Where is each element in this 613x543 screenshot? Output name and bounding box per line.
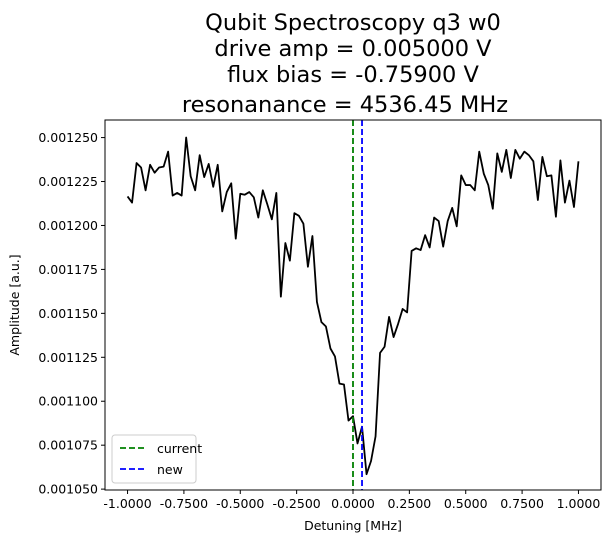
title-line-3: flux bias = -0.75900 V	[227, 62, 479, 88]
y-tick-label: 0.001100	[38, 394, 98, 409]
y-tick-label: 0.001225	[38, 174, 98, 189]
legend-box	[111, 434, 197, 484]
x-tick-label: 0.5000	[444, 496, 488, 511]
legend: current new	[111, 434, 202, 484]
y-tick-label: 0.001050	[38, 482, 98, 497]
y-tick-label: 0.001200	[38, 218, 98, 233]
x-tick-label: 0.2500	[387, 496, 431, 511]
data-layer	[126, 120, 580, 490]
x-tick-label: -1.0000	[103, 496, 151, 511]
x-axis: -1.0000 -0.7500 -0.5000 -0.2500 0.0000 0.2500…	[103, 490, 600, 511]
title-line-1: Qubit Spectroscopy q3 w0	[205, 10, 501, 36]
x-axis-label: Detuning [MHz]	[304, 518, 402, 533]
y-tick-label: 0.001175	[38, 262, 98, 277]
title-line-2: drive amp = 0.005000 V	[214, 36, 492, 62]
y-tick-label: 0.001125	[38, 350, 98, 365]
y-axis-label: Amplitude [a.u.]	[7, 254, 22, 355]
legend-current-label: current	[157, 441, 202, 456]
y-tick-label: 0.001250	[38, 130, 98, 145]
x-tick-label: -0.5000	[216, 496, 264, 511]
x-tick-label: 0.0000	[331, 496, 375, 511]
y-tick-label: 0.001150	[38, 306, 98, 321]
x-tick-label: 0.7500	[500, 496, 544, 511]
x-tick-label: -0.2500	[273, 496, 321, 511]
y-axis: 0.001050 0.001075 0.001100 0.001125 0.001150…	[38, 130, 105, 497]
amplitude-series-line	[126, 136, 580, 476]
legend-new-label: new	[157, 462, 183, 477]
y-tick-label: 0.001075	[38, 438, 98, 453]
title-line-4: resonanance = 4536.45 MHz	[182, 92, 508, 118]
x-tick-label: -0.7500	[160, 496, 208, 511]
chart-title: Qubit Spectroscopy q3 w0 drive amp = 0.0…	[182, 10, 508, 118]
x-tick-label: 1.0000	[557, 496, 601, 511]
